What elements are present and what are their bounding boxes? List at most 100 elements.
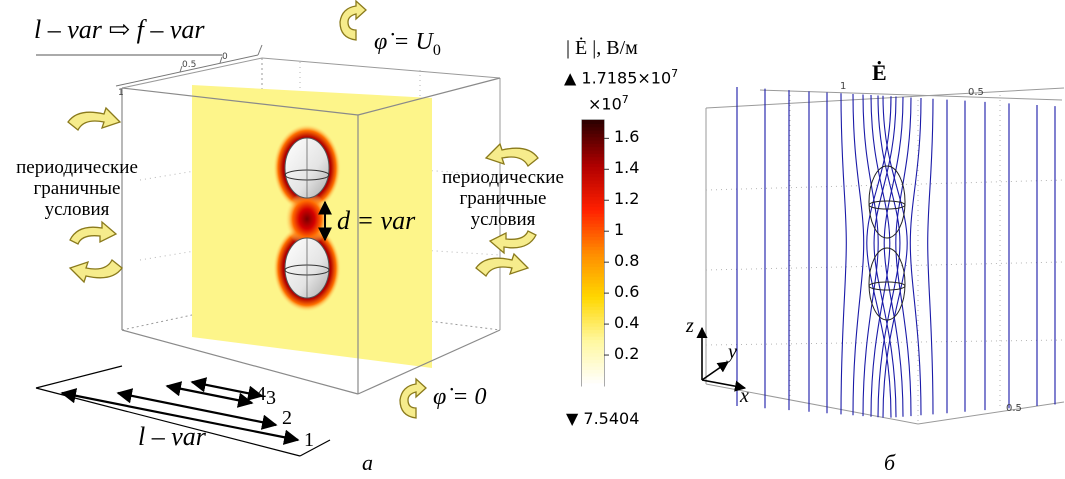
phi-bottom-label: φ̇ = 0 — [433, 384, 487, 410]
field-line — [877, 95, 901, 418]
right-spheres — [868, 165, 906, 321]
colorbar-stripe — [582, 272, 604, 277]
colorbar-stripe — [582, 219, 604, 224]
colorbar-stripe — [582, 133, 604, 138]
colorbar-tick-label: 0.8 — [614, 251, 640, 271]
colorbar-stripe — [582, 292, 604, 297]
colorbar-stripe — [582, 183, 604, 188]
colorbar-stripe — [582, 186, 604, 191]
field-line — [852, 93, 865, 416]
axis-triad — [696, 326, 747, 392]
right-box-edges — [705, 87, 1065, 425]
colorbar-stripe — [582, 203, 604, 208]
right-tick-bottom: 0.5 — [1006, 403, 1022, 414]
colorbar-stripe — [582, 173, 604, 178]
curved-arrow-icon — [475, 252, 530, 278]
box-tick-1: 1 — [118, 88, 124, 98]
colorbar-stripe — [582, 163, 604, 168]
colorbar-stripe — [582, 382, 604, 387]
colorbar-stripe — [582, 239, 604, 244]
length-label: l – var — [138, 422, 206, 451]
colorbar-stripe — [582, 179, 604, 184]
colorbar-max: ▲ 1.7185×107 — [564, 67, 679, 88]
colorbar-stripe — [582, 336, 604, 341]
colorbar-stripe — [582, 322, 604, 327]
sphere-outline-top-equator — [868, 200, 906, 210]
box-tick-0: 0 — [222, 52, 228, 62]
colorbar-stripe — [582, 246, 604, 251]
colorbar-stripe — [582, 332, 604, 337]
colorbar-stripe — [582, 349, 604, 354]
colorbar-stripe — [582, 259, 604, 264]
colorbar-stripe — [582, 120, 604, 124]
colorbar-stripe — [582, 223, 604, 227]
box-top-ruler — [115, 44, 263, 87]
caption-b: б — [884, 450, 896, 475]
sphere-outline-top — [868, 165, 906, 239]
colorbar-stripe — [582, 289, 604, 294]
periodic-arrow-icons — [67, 0, 539, 419]
colorbar-stripe — [582, 226, 604, 231]
colorbar-stripe — [582, 286, 604, 291]
rotate-arrow-icon — [399, 377, 427, 419]
arrow-number-2: 2 — [282, 407, 292, 429]
field-line — [895, 97, 912, 417]
axis-z-label: z — [686, 315, 694, 337]
colorbar — [581, 119, 609, 387]
rotate-arrow-icon — [339, 0, 367, 41]
colorbar-title: | Ė |, В/м — [566, 37, 638, 59]
gap-label: d = var — [337, 206, 416, 235]
colorbar-stripe — [582, 209, 604, 214]
box-tick-05: 0.5 — [182, 60, 197, 70]
colorbar-stripe — [582, 176, 604, 181]
colorbar-stripe — [582, 366, 604, 370]
phi-top-label: φ̇ = U0 — [374, 29, 441, 59]
colorbar-stripe — [582, 243, 604, 247]
field-line — [862, 94, 879, 417]
colorbar-stripe — [582, 302, 604, 307]
colorbar-stripe — [582, 339, 604, 344]
colorbar-stripe — [582, 189, 604, 194]
colorbar-tick-label: 0.6 — [614, 282, 640, 302]
colorbar-stripe — [582, 159, 604, 164]
colorbar-stripe — [582, 229, 604, 234]
colorbar-stripe — [582, 266, 604, 271]
colorbar-stripe — [582, 379, 604, 384]
length-corner — [35, 365, 331, 457]
sphere-top — [284, 137, 330, 199]
colorbar-tick-label: 1.4 — [614, 158, 640, 178]
colorbar-stripe — [582, 352, 604, 357]
field-line — [927, 98, 934, 415]
colorbar-stripe — [582, 309, 604, 314]
colorbar-stripe — [582, 206, 604, 211]
length-arrows — [60, 377, 300, 445]
colorbar-stripe — [582, 213, 604, 218]
field-line — [840, 93, 847, 415]
sphere-bottom — [284, 237, 330, 299]
field-line — [883, 96, 904, 417]
right-panel — [696, 87, 1065, 425]
curved-arrow-icon — [488, 230, 537, 255]
colorbar-stripe — [582, 282, 604, 287]
axis-y-label: y — [728, 341, 737, 363]
colorbar-tick-label: 1.2 — [614, 189, 640, 209]
colorbar-stripe — [582, 146, 604, 151]
colorbar-stripe — [582, 362, 604, 367]
colorbar-stripe — [582, 316, 604, 321]
colorbar-stripe — [582, 346, 604, 351]
colorbar-stripe — [582, 169, 604, 174]
colorbar-stripe — [582, 199, 604, 204]
colorbar-ticks — [604, 137, 609, 356]
field-lines — [736, 87, 1056, 418]
left-panel — [35, 0, 539, 457]
colorbar-stripe — [582, 369, 604, 374]
box-front-edges — [121, 77, 501, 395]
right-box-grid — [705, 95, 1065, 424]
colorbar-stripe — [582, 139, 604, 144]
field-line — [873, 96, 897, 418]
colorbar-stripe — [582, 196, 604, 201]
colorbar-stripe — [582, 256, 604, 261]
colorbar-multiplier: ×107 — [588, 93, 629, 114]
